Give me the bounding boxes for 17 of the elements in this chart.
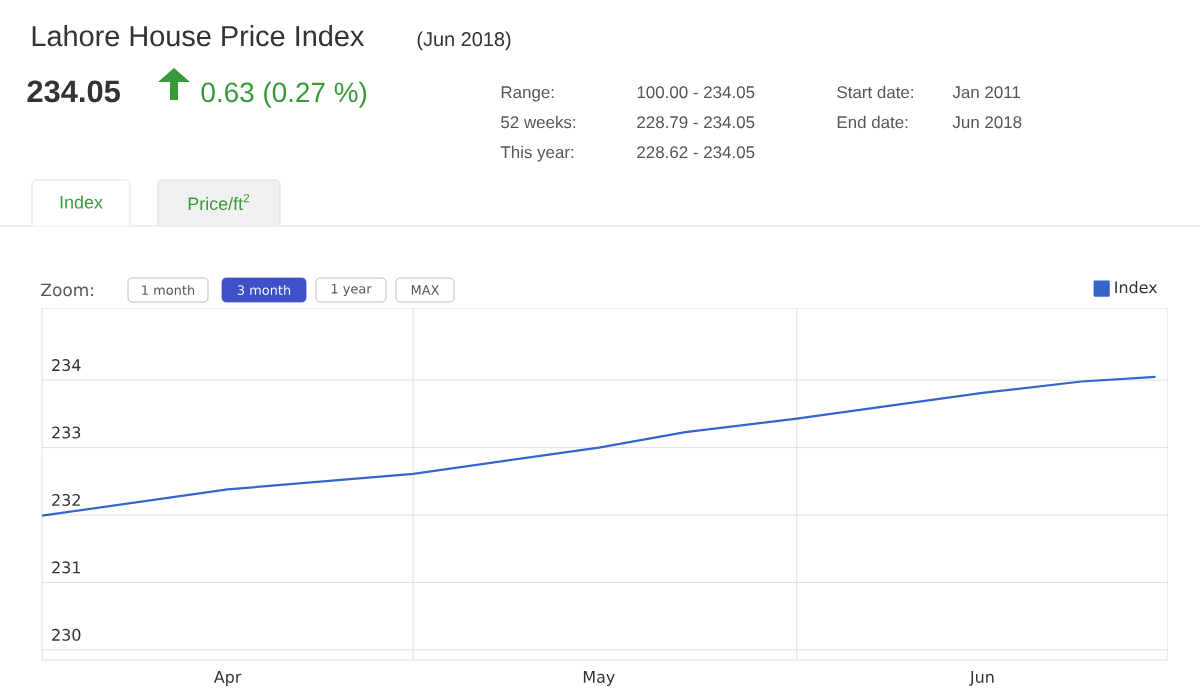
text: Jun 2018: [952, 116, 1022, 129]
chart-title: Lahore House Price Index: [32, 25, 365, 47]
text: Jan 2011: [952, 86, 1021, 99]
text: Index: [60, 195, 103, 209]
text: 52 weeks:: [501, 115, 576, 129]
text: Price/ft$^{2}$: [188, 193, 250, 211]
text: Start date:: [837, 85, 913, 99]
text: End date:: [837, 115, 908, 129]
text: This year:: [500, 145, 574, 162]
text: Range:: [501, 86, 554, 102]
text: 228.62 - 234.05: [637, 146, 755, 159]
text: 228.79 - 234.05: [637, 116, 755, 129]
text: 234.05: [27, 80, 120, 103]
text: Zoom:: [41, 283, 93, 297]
text: 100.00 - 234.05: [637, 86, 755, 99]
text: 0.63 (0.27 %): [201, 81, 367, 108]
chart-subtitle: (Jun 2018): [417, 31, 511, 51]
